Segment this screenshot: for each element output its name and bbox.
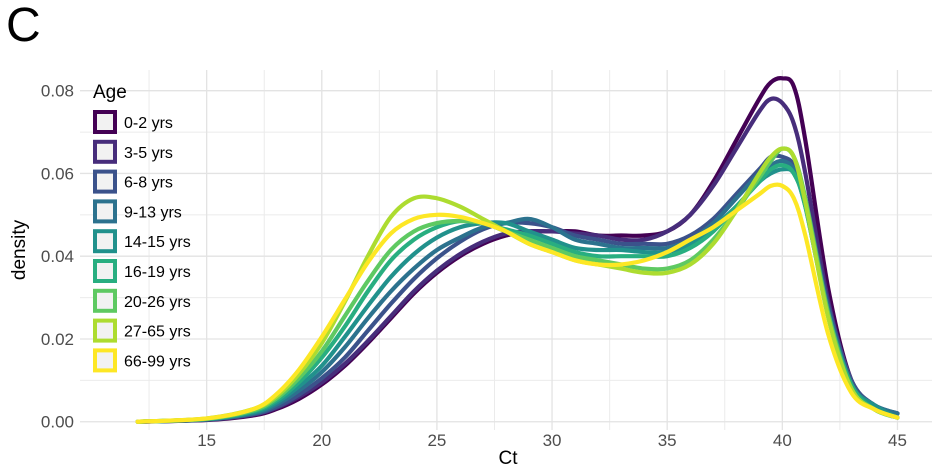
y-tick-label: 0.06 — [41, 164, 74, 183]
panel-label: C — [6, 0, 41, 52]
density-series — [135, 76, 900, 424]
x-tick-label: 45 — [888, 431, 907, 450]
grid-lines — [80, 70, 932, 430]
legend-key-9 — [93, 348, 117, 373]
legend-title: Age — [93, 82, 127, 103]
legend-label-1: 0-2 yrs — [124, 115, 173, 132]
y-tick-label: 0.04 — [41, 247, 74, 266]
x-tick-label: 15 — [197, 431, 216, 450]
legend: Age 0-2 yrs 3-5 yrs 6-8 yrs 9-13 yrs 14-15 y… — [93, 82, 191, 373]
series-line-3 — [135, 153, 900, 424]
legend-label-6: 16-19 yrs — [124, 264, 191, 281]
y-tick-label: 0.02 — [41, 330, 74, 349]
legend-items: 0-2 yrs 3-5 yrs 6-8 yrs 9-13 yrs 14-15 yrs 16… — [93, 110, 191, 373]
x-tick-label: 35 — [658, 431, 677, 450]
series-line-4 — [135, 158, 900, 424]
legend-label-4: 9-13 yrs — [124, 204, 182, 221]
legend-label-2: 3-5 yrs — [124, 145, 173, 162]
y-axis-ticks: 0.00 0.02 0.04 0.06 0.08 — [41, 82, 74, 432]
legend-label-5: 14-15 yrs — [124, 234, 191, 251]
x-axis-ticks: 15 20 25 30 35 40 45 — [197, 431, 907, 450]
series-line-1 — [135, 76, 900, 424]
y-tick-label: 0.08 — [41, 82, 74, 101]
y-axis-title: density — [9, 219, 30, 280]
series-line-6 — [135, 162, 900, 424]
series-line-5 — [135, 166, 900, 424]
x-tick-label: 30 — [543, 431, 562, 450]
x-axis-title: Ct — [499, 448, 519, 469]
series-line-2 — [135, 96, 900, 424]
y-tick-label: 0.00 — [41, 413, 74, 432]
legend-key-8 — [93, 318, 117, 343]
legend-label-8: 27-65 yrs — [124, 324, 191, 341]
legend-key-5 — [93, 229, 117, 254]
legend-key-6 — [93, 259, 117, 283]
x-tick-label: 25 — [427, 431, 446, 450]
x-tick-label: 40 — [773, 431, 792, 450]
series-line-9 — [135, 182, 900, 424]
legend-label-9: 66-99 yrs — [124, 353, 191, 370]
legend-label-3: 6-8 yrs — [124, 175, 173, 192]
legend-key-7 — [93, 288, 117, 313]
legend-key-4 — [93, 199, 117, 224]
legend-key-3 — [93, 169, 117, 194]
legend-key-1 — [93, 110, 117, 134]
legend-key-2 — [93, 139, 117, 164]
x-tick-label: 20 — [312, 431, 331, 450]
legend-label-7: 20-26 yrs — [124, 294, 191, 311]
